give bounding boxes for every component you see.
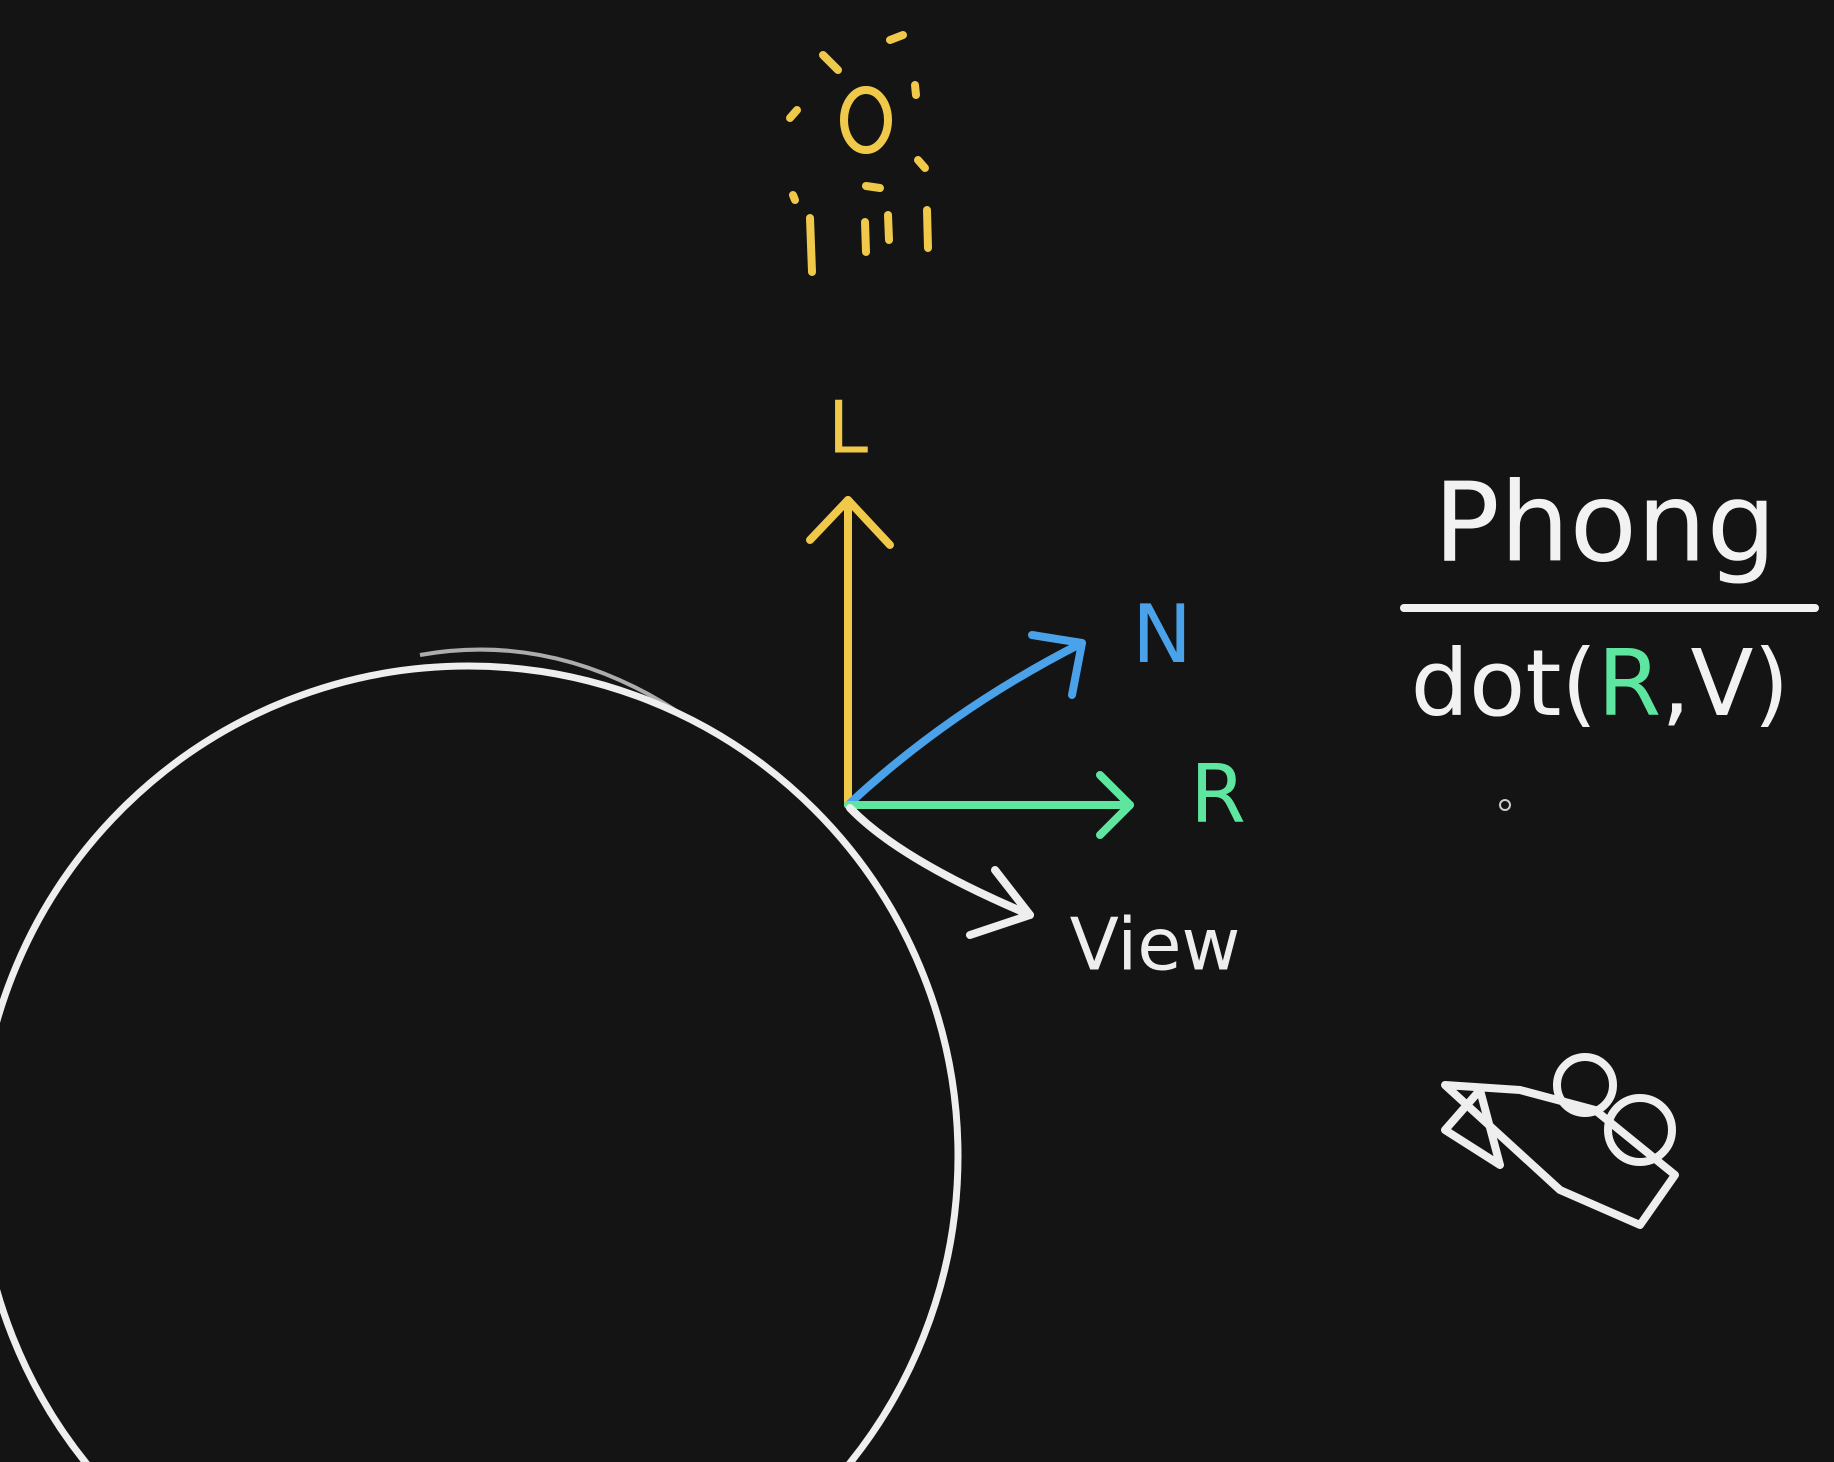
camera-icon: [1441, 1053, 1679, 1229]
formula-prefix: dot(: [1411, 630, 1598, 737]
vector-label: N: [1132, 588, 1192, 681]
reflection-vector: [844, 771, 1134, 839]
formula-highlight: R: [1597, 630, 1661, 737]
light-vector: [806, 496, 894, 809]
normal-vector: [844, 631, 1086, 809]
vector-label: View: [1070, 903, 1241, 987]
vector-label: L: [828, 386, 868, 470]
formula-suffix: ,V): [1661, 630, 1789, 737]
light-source: [786, 31, 932, 276]
view-vector: [846, 804, 1034, 939]
vector-label: R: [1190, 748, 1246, 841]
sphere: [0, 647, 962, 1462]
cursor: [1499, 799, 1511, 811]
formula: dot(R,V): [1411, 630, 1790, 737]
title: Phong: [1434, 458, 1777, 586]
